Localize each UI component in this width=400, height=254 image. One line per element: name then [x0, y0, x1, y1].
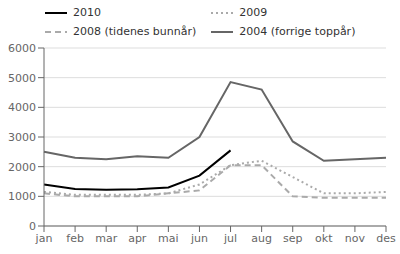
svg-text:2000: 2000	[8, 161, 36, 174]
svg-text:mai: mai	[158, 232, 179, 245]
html-text:2008 (tidenes bunnår): 2008 (tidenes bunnår)	[73, 25, 197, 38]
svg-text:mar: mar	[95, 232, 117, 245]
svg-text:6000: 6000	[8, 42, 36, 55]
svg-text:jan: jan	[35, 232, 53, 245]
svg-text:3000: 3000	[8, 131, 36, 144]
svg-text:aug: aug	[251, 232, 272, 245]
html-text:2004 (forrige toppår): 2004 (forrige toppår)	[239, 25, 356, 38]
svg-text:1000: 1000	[8, 190, 36, 203]
svg-text:sep: sep	[283, 232, 302, 245]
svg-text:5000: 5000	[8, 72, 36, 85]
svg-text:okt: okt	[315, 232, 333, 245]
svg-text:4000: 4000	[8, 101, 36, 114]
svg-text:des: des	[376, 232, 392, 245]
svg-text:apr: apr	[128, 232, 147, 245]
svg-text:feb: feb	[66, 232, 84, 245]
html-text:2010: 2010	[73, 6, 101, 19]
svg-text:0: 0	[29, 220, 36, 233]
svg-text:jul: jul	[223, 232, 237, 245]
svg-text:nov: nov	[345, 232, 366, 245]
svg-text:jun: jun	[190, 232, 208, 245]
html-text:2009: 2009	[239, 6, 268, 19]
